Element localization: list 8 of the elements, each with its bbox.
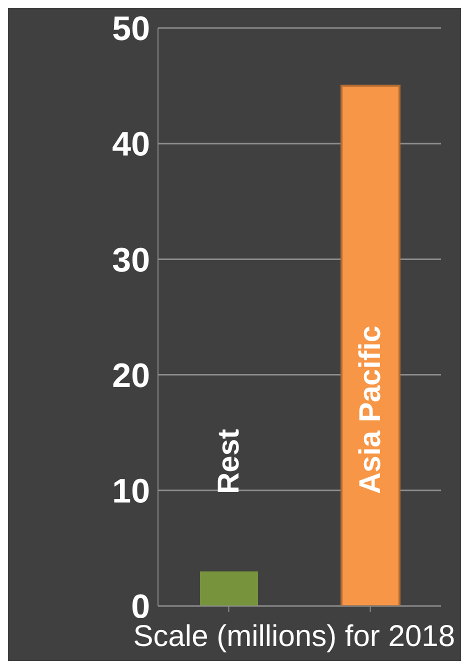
x-tick-label: Rest <box>212 428 246 494</box>
y-tick-label: 50 <box>112 10 150 48</box>
y-tick-label: 10 <box>112 472 150 510</box>
y-tick-label: 20 <box>112 356 150 395</box>
x-tick-label: Asia Pacific <box>354 326 387 494</box>
text: Scale (millions) for 2018 <box>132 620 456 654</box>
y-tick-label: 30 <box>112 241 150 280</box>
y-tick-label: 40 <box>112 126 150 164</box>
